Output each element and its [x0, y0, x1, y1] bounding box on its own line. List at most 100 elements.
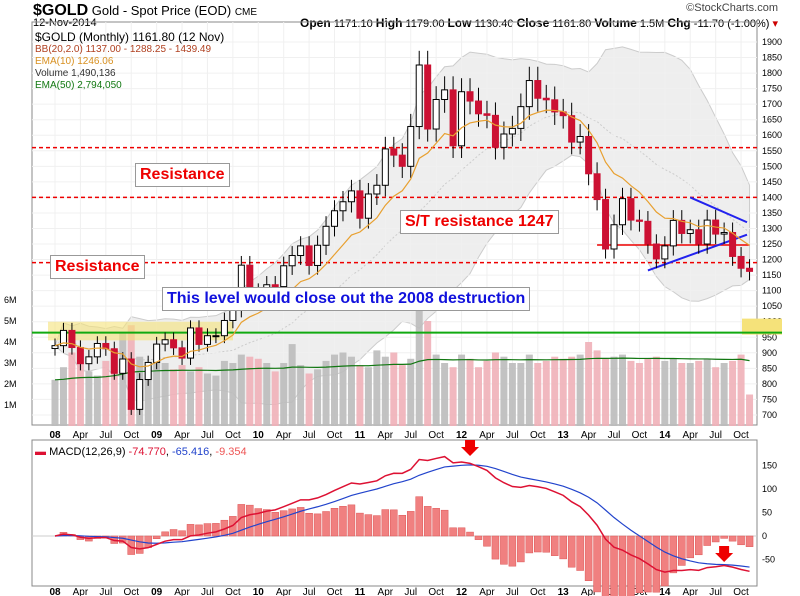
volume-bar	[729, 360, 737, 426]
annotation-resistance-upper: Resistance	[135, 163, 230, 187]
macd-histogram-bar	[423, 506, 432, 537]
volume-bar	[491, 352, 499, 426]
macd-histogram-bar	[457, 527, 466, 537]
candle-body	[136, 379, 144, 410]
x-tick-label: Apr	[581, 587, 597, 596]
macd-histogram-bar	[246, 504, 254, 537]
candle-body	[195, 327, 203, 345]
x-tick-label: Apr	[276, 587, 292, 596]
price-tick-label: 1900	[762, 37, 782, 47]
volume-bar	[618, 354, 626, 426]
volume-bar	[415, 289, 423, 426]
volume-bar	[178, 365, 186, 426]
volume-bar	[712, 367, 720, 426]
x-tick-label: Jul	[404, 430, 417, 441]
price-tick-label: 1250	[762, 239, 782, 249]
x-tick-label: Oct	[428, 430, 444, 441]
volume-bar	[627, 360, 635, 426]
macd-line	[54, 455, 750, 573]
candle-body	[68, 329, 76, 349]
candle-body	[746, 267, 754, 272]
volume-bar	[195, 367, 203, 426]
price-tick-label: 1600	[762, 130, 782, 140]
macd-histogram-bar	[550, 535, 559, 556]
macd-histogram-bar	[559, 535, 567, 560]
macd-histogram-bar	[627, 535, 635, 596]
volume-bar	[322, 360, 330, 426]
volume-bar	[263, 363, 271, 426]
macd-histogram-bar	[178, 530, 186, 537]
macd-histogram-bar	[347, 504, 356, 537]
candle-body	[737, 255, 745, 269]
candle-body	[500, 133, 508, 148]
x-tick-label: Jul	[404, 587, 417, 596]
candle-body	[542, 97, 550, 101]
x-tick-label: Apr	[73, 430, 89, 441]
macd-histogram-bar	[635, 535, 644, 593]
macd-histogram-bar	[517, 535, 525, 563]
volume-bar	[686, 363, 694, 426]
x-tick-label: Apr	[682, 587, 698, 596]
volume-bar	[144, 367, 152, 426]
macd-histogram-bar	[186, 524, 195, 537]
volume-tick-label: 3M	[4, 358, 17, 368]
candle-body	[491, 114, 499, 148]
macd-histogram-bar	[288, 508, 296, 537]
volume-bar	[500, 356, 508, 426]
x-tick-label: Jul	[709, 587, 722, 596]
macd-histogram-bar	[593, 535, 601, 593]
macd-histogram-bar	[364, 514, 373, 537]
highlight-2008-zone	[48, 321, 233, 341]
volume-tick-label: 4M	[4, 337, 17, 347]
price-tick-label: 1400	[762, 192, 782, 202]
volume-bar	[390, 352, 398, 426]
candle-body	[390, 148, 398, 156]
x-tick-label: Oct	[428, 587, 444, 596]
macd-histogram-bar	[296, 507, 305, 537]
macd-signal-line	[54, 464, 750, 568]
macd-histogram-bar	[415, 496, 423, 537]
volume-bar	[110, 350, 118, 426]
volume-bar	[153, 358, 161, 426]
x-tick-label: Jul	[201, 430, 214, 441]
macd-histogram-bar	[661, 535, 669, 587]
volume-tick-label: 2M	[4, 379, 17, 389]
candle-body	[703, 219, 711, 245]
macd-histogram-bar	[584, 535, 593, 581]
macd-histogram-bar	[737, 535, 745, 546]
volume-bar	[356, 365, 364, 426]
x-tick-label: 11	[355, 430, 366, 441]
volume-bar	[449, 367, 457, 426]
macd-tick-label: -50	[762, 555, 775, 565]
price-tick-label: 1150	[762, 270, 781, 280]
legend-bb: BB(20,2.0) 1137.00 - 1288.25 - 1439.49	[35, 44, 212, 55]
x-tick-label: Oct	[225, 587, 241, 596]
volume-bar	[610, 356, 618, 426]
candle-body	[475, 100, 482, 115]
macd-histogram-bar	[525, 535, 534, 554]
price-tick-label: 1200	[762, 255, 782, 265]
candle-body	[695, 229, 703, 245]
macd-histogram-bar	[686, 535, 694, 559]
volume-bar	[635, 363, 643, 426]
candle-body	[51, 345, 59, 350]
legend-price: $GOLD (Monthly) 1161.80 (12 Nov)	[35, 30, 225, 44]
macd-tick-label: 150	[762, 461, 777, 471]
volume-bar	[373, 350, 381, 426]
legend-volume: Volume 1,490,136	[35, 68, 116, 79]
macd-histogram-bar	[567, 535, 576, 568]
volume-bar	[669, 358, 677, 426]
candle-body	[339, 201, 347, 212]
price-tick-label: 1500	[762, 161, 782, 171]
volume-bar	[746, 394, 754, 426]
candle-body	[356, 190, 364, 219]
candle-body	[483, 113, 491, 116]
x-tick-label: Oct	[733, 430, 749, 441]
macd-histogram-bar	[271, 512, 279, 537]
candle-body	[424, 64, 432, 130]
volume-bar	[229, 363, 237, 426]
candle-body	[153, 343, 161, 363]
volume-bar	[170, 369, 178, 426]
candle-body	[525, 80, 533, 108]
x-tick-label: 09	[151, 587, 163, 596]
